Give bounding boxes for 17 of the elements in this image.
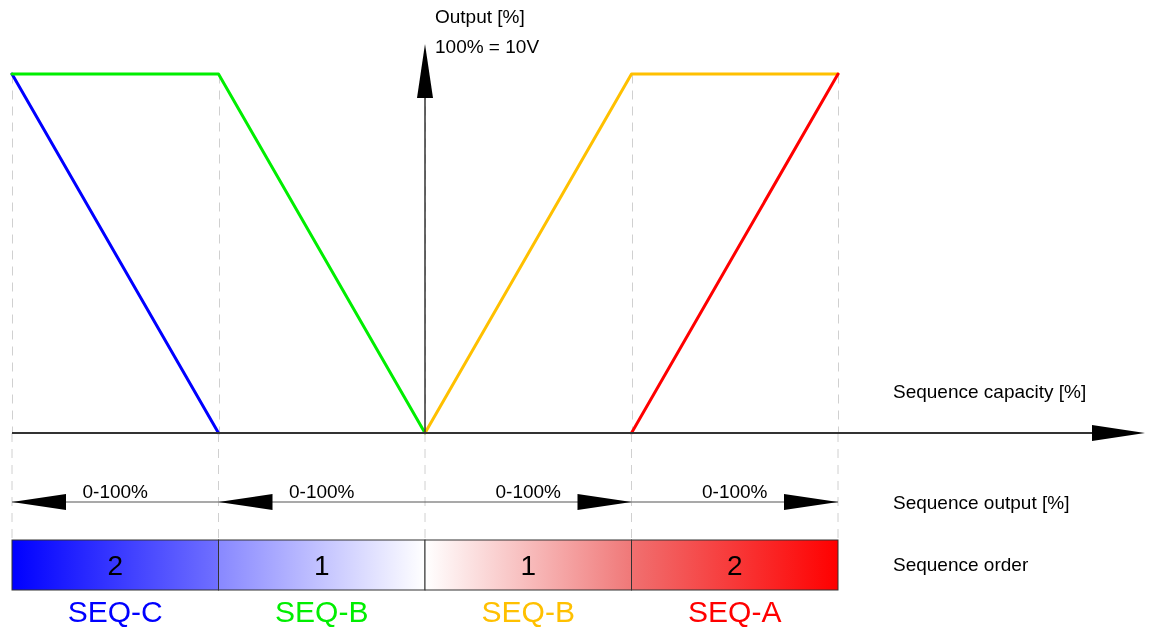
text: 2 <box>726 550 743 581</box>
text: 100% = 10V <box>435 36 540 57</box>
x-axis-title: Sequence capacity [%] <box>893 381 1087 402</box>
text: 0-100% <box>82 481 148 502</box>
y-axis-title: Output [%] <box>435 6 525 27</box>
text: 1 <box>313 550 330 581</box>
text: 1 <box>520 550 537 581</box>
text: 2 <box>107 550 124 581</box>
text: Sequence order <box>893 554 1029 575</box>
text: 0-100% <box>495 481 561 502</box>
text: 0-100% <box>289 481 355 502</box>
text: SEQ-A <box>688 595 782 628</box>
text: Sequence output [%] <box>893 492 1070 513</box>
text: SEQ-B <box>275 595 369 628</box>
text: 0-100% <box>702 481 768 502</box>
text: SEQ-B <box>481 595 575 628</box>
text: SEQ-C <box>67 595 163 628</box>
